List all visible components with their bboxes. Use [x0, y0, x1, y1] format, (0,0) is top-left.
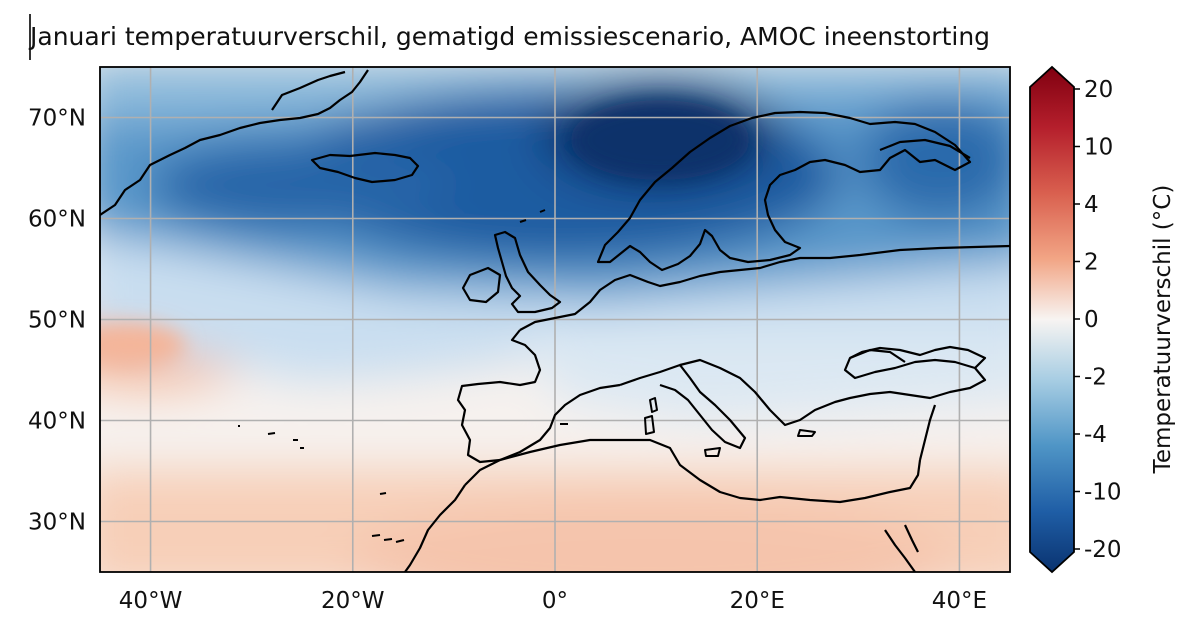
- coastline-italy: [619, 363, 747, 450]
- colorbar-label: Temperatuurverschil (°C): [1150, 185, 1176, 475]
- coastline-ireland: [461, 266, 502, 304]
- coastline-greenland-north: [271, 70, 346, 111]
- longitude-tick-label: 0°: [542, 588, 568, 614]
- coastline-red-sea: [884, 529, 916, 572]
- colorbar-tick-label: 4: [1084, 192, 1099, 218]
- coastline-scandinavia: [596, 110, 972, 272]
- coastline-north-africa: [464, 438, 922, 504]
- latitude-tick-label: 30°N: [28, 510, 86, 536]
- coastline-continent-north: [519, 244, 1010, 331]
- longitude-tick-label: 20°E: [730, 588, 785, 614]
- coastline-greenland: [100, 69, 369, 216]
- colorbar-tick-label: 10: [1084, 135, 1113, 161]
- longitude-tick-label: 40°E: [932, 588, 987, 614]
- coastline-levant: [918, 404, 937, 461]
- graticule: [100, 67, 1010, 572]
- islands: [238, 209, 816, 543]
- colorbar-tick-label: -4: [1084, 422, 1107, 448]
- coastline-west-africa: [404, 484, 466, 572]
- latitude-tick-label: 50°N: [28, 308, 86, 334]
- coastline-balkans-turkey: [679, 348, 987, 427]
- latitude-tick-label: 40°N: [28, 409, 86, 435]
- colorbar-tick-label: -10: [1084, 480, 1122, 506]
- longitude-tick-label: 40°W: [119, 588, 183, 614]
- colorbar-tick-label: 2: [1084, 250, 1099, 276]
- colorbar-body: [1029, 65, 1075, 574]
- coastline-black-sea: [849, 345, 987, 369]
- longitude-tick-label: 20°W: [321, 588, 385, 614]
- text-cursor: [29, 14, 31, 60]
- coastline-kola: [879, 138, 971, 159]
- coastline-iceland: [310, 151, 420, 184]
- colorbar-tick-label: 20: [1084, 77, 1113, 103]
- coastline-great-britain: [493, 230, 562, 314]
- map-frame: [99, 66, 1011, 573]
- colorbar-tick-label: -20: [1084, 537, 1122, 563]
- coastline-red-sea-east: [904, 524, 919, 553]
- coastline-france-iberia: [456, 329, 621, 464]
- coastlines: [100, 69, 1010, 572]
- colorbar-tick-label: 0: [1084, 307, 1099, 333]
- longitude-tick-labels: 40°W 20°W 0° 20°E 40°E: [119, 588, 987, 614]
- latitude-tick-label: 70°N: [28, 106, 86, 132]
- colorbar-tick-label: -2: [1084, 365, 1107, 391]
- map-title: Januari temperatuurverschil, gematigd em…: [30, 22, 991, 51]
- latitude-tick-label: 60°N: [28, 207, 86, 233]
- latitude-tick-labels: 70°N 60°N 50°N 40°N 30°N: [28, 106, 86, 536]
